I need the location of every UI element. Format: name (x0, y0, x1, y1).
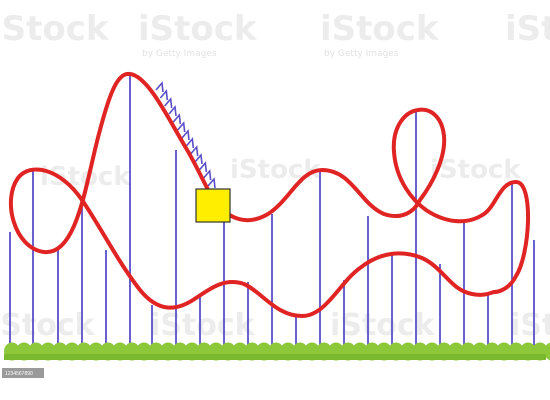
roller-coaster-track (8, 71, 531, 318)
chain-hook (155, 81, 164, 93)
chain-hook (194, 153, 203, 165)
chain-hook (203, 169, 212, 181)
watermark-brand: iStock (0, 308, 96, 343)
chain-hook (198, 161, 208, 173)
chain-hook (190, 145, 199, 157)
credit-tag: 1234567890 (2, 368, 44, 378)
chain-hook (159, 89, 169, 101)
chain-hook (207, 177, 216, 189)
watermark-brand: iStock (230, 155, 321, 185)
coaster-car-icon[interactable] (195, 188, 231, 223)
track-lower-path (80, 198, 496, 318)
chain-lift (155, 81, 216, 189)
chain-hook (181, 129, 190, 141)
watermark-byline: by Getty Images (324, 49, 399, 59)
watermark-brand: iStock (320, 9, 440, 49)
watermark-brand: iStock (505, 9, 550, 49)
chain-hook (168, 105, 177, 117)
chain-hook (177, 121, 186, 133)
watermark-brand: iStock (138, 9, 258, 49)
track-upper-path (8, 71, 531, 294)
watermark-brand: iStock (510, 308, 550, 343)
watermark-brand: iStock (0, 9, 110, 49)
watermark-layer: iStock iStock by Getty Images iStock by … (0, 9, 550, 343)
watermark-brand: iStock (330, 308, 436, 343)
credit-tag-text: 1234567890 (5, 371, 33, 377)
credit-tag-bg (2, 368, 44, 378)
watermark-brand: iStock (430, 155, 521, 185)
chain-hook (164, 97, 173, 109)
watermark-brand: iStock (150, 308, 256, 343)
ground-strip (4, 354, 546, 360)
watermark-byline: by Getty Images (142, 49, 217, 59)
chain-hook (172, 113, 182, 125)
chain-hook (185, 137, 195, 149)
